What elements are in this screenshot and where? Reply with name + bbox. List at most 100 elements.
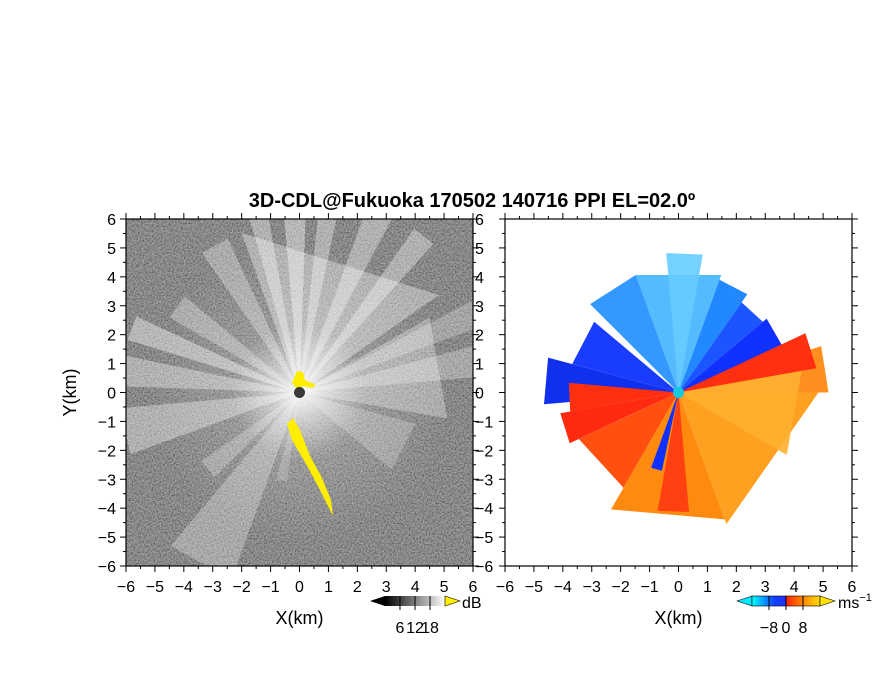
y-tick-label-inner: −5 [475, 530, 493, 547]
velocity-x-axis-label: X(km) [655, 608, 703, 628]
x-tick-label: −3 [583, 579, 601, 596]
colorbar-tick-label: 0 [782, 620, 791, 637]
high-intensity-near-echo [292, 371, 316, 390]
y-tick-label-inner: 3 [475, 299, 484, 316]
y-tick-label-inner: 2 [475, 328, 484, 345]
intensity-x-axis-label: X(km) [276, 608, 324, 628]
y-axis-label: Y(km) [60, 369, 80, 417]
y-tick-label-inner: 1 [475, 357, 484, 374]
y-tick-label: −1 [98, 414, 116, 431]
velocity-wedge-2 [678, 279, 748, 393]
colorbar-high-arrow [444, 595, 461, 607]
x-tick-label: −4 [175, 579, 193, 596]
y-tick-label-inner: 4 [475, 270, 484, 287]
x-tick-label: 5 [440, 579, 449, 596]
intensity-x-tick-labels: −6 −5 −4 −3 −2 −1 0 1 2 3 4 5 6 [117, 579, 478, 596]
intensity-ticks [120, 213, 479, 572]
velocity-wedge-14 [678, 370, 802, 455]
x-tick-label: 0 [674, 579, 683, 596]
velocity-colorbar-unit: ms−1 [838, 592, 872, 612]
radar-site-marker-velocity [673, 387, 684, 398]
colorbar-tick-label: 12 [406, 620, 424, 637]
x-tick-label: 2 [732, 579, 741, 596]
x-tick-label: 4 [411, 579, 420, 596]
y-tick-label: −4 [98, 501, 116, 518]
colorbar-tick-label: 8 [799, 620, 808, 637]
x-tick-label: −4 [554, 579, 572, 596]
x-tick-label: −2 [612, 579, 630, 596]
velocity-colorbar-ticks: −8 0 8 [760, 596, 808, 637]
x-tick-label: −1 [261, 579, 279, 596]
radar-site-marker [294, 387, 305, 398]
x-tick-label: 4 [790, 579, 799, 596]
colorbar-low-arrow [370, 596, 385, 606]
x-tick-label: 6 [469, 579, 478, 596]
velocity-wedge-10 [578, 392, 679, 488]
y-tick-label-inner: 5 [475, 241, 484, 258]
x-tick-label: −5 [525, 579, 543, 596]
y-tick-label: 5 [107, 241, 116, 258]
velocity-colorbar-low-arrow [736, 595, 753, 607]
y-tick-label: 4 [107, 270, 116, 287]
y-tick-label: 6 [107, 212, 116, 229]
x-tick-label: 1 [324, 579, 333, 596]
velocity-panel: −6 −5 −4 −3 −2 −1 0 1 2 3 4 5 6 X(km) [496, 213, 858, 628]
velocity-ticks [499, 213, 858, 572]
y-tick-label-inner: −4 [475, 501, 493, 518]
velocity-wedge-5 [678, 318, 787, 393]
x-tick-label: 3 [761, 579, 770, 596]
y-tick-label: −5 [98, 530, 116, 547]
colorbar-tick-label: 6 [396, 620, 405, 637]
velocity-wedge-3 [590, 275, 679, 393]
velocity-x-tick-labels: −6 −5 −4 −3 −2 −1 0 1 2 3 4 5 6 [496, 579, 857, 596]
y-tick-label: −3 [98, 472, 116, 489]
intensity-y-tick-labels: 6 6 5 5 4 4 3 3 2 2 1 1 0 0 −1 −1 −2 −2 −3 −3 −4 −4 −5 −5 −6 −6 [98, 212, 494, 576]
x-tick-label: 3 [382, 579, 391, 596]
velocity-wedge-17 [651, 392, 679, 471]
velocity-colorbar: −8 0 8 ms−1 [736, 592, 872, 637]
y-tick-label-inner: −2 [475, 443, 493, 460]
colorbar-tick-label: 18 [421, 620, 439, 637]
y-tick-label-inner: −1 [475, 414, 493, 431]
x-tick-label: 0 [295, 579, 304, 596]
x-tick-label: 6 [848, 579, 857, 596]
velocity-wedge-16 [657, 392, 689, 512]
y-tick-label-inner: 6 [475, 212, 484, 229]
y-tick-label-inner: 0 [475, 386, 484, 403]
velocity-unit-base: ms [838, 595, 859, 612]
intensity-panel: −6 −5 −4 −3 −2 −1 0 1 2 3 4 5 6 6 6 5 5 4 4 3 3 2 2 1 1 0 0 −1 −1 −2… [60, 212, 494, 628]
colorbar-tick-label: −8 [760, 620, 778, 637]
x-tick-label: −1 [640, 579, 658, 596]
velocity-wedge-1 [666, 253, 703, 393]
chart-title: 3D-CDL@Fukuoka 170502 140716 PPI EL=02.0… [249, 190, 695, 212]
y-tick-label: 2 [107, 328, 116, 345]
high-intensity-echo [287, 418, 333, 516]
x-tick-label: 2 [353, 579, 362, 596]
y-tick-label: 3 [107, 299, 116, 316]
y-tick-label: 0 [107, 386, 116, 403]
velocity-wedge-8 [568, 382, 679, 412]
y-tick-label: −6 [98, 559, 116, 576]
x-tick-label: −3 [204, 579, 222, 596]
velocity-wedge-15 [678, 333, 817, 393]
velocity-field [544, 253, 829, 525]
x-tick-label: −2 [233, 579, 251, 596]
y-tick-label-inner: −6 [475, 559, 493, 576]
velocity-wedge-4 [678, 302, 763, 393]
x-tick-label: −6 [496, 579, 514, 596]
velocity-wedge-6 [572, 321, 679, 393]
x-tick-label: −5 [146, 579, 164, 596]
y-tick-label-inner: −3 [475, 472, 493, 489]
velocity-wedge-9 [560, 392, 679, 444]
intensity-colorbar-unit: dB [462, 595, 482, 612]
x-tick-label: 5 [819, 579, 828, 596]
velocity-colorbar-high-arrow [819, 595, 836, 607]
velocity-unit-exponent: −1 [859, 592, 872, 604]
x-tick-label: −6 [117, 579, 135, 596]
y-tick-label: 1 [107, 357, 116, 374]
y-tick-label: −2 [98, 443, 116, 460]
x-tick-label: 1 [703, 579, 712, 596]
